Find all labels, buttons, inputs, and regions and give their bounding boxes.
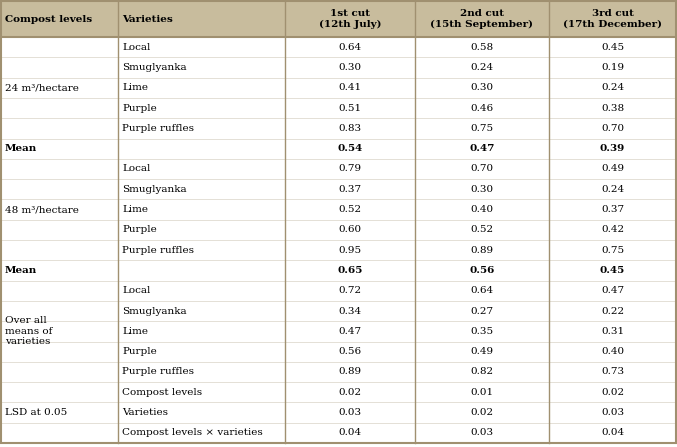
Text: 0.38: 0.38 <box>601 104 624 113</box>
Text: Smuglyanka: Smuglyanka <box>122 307 187 316</box>
Text: Varieties: Varieties <box>122 14 173 24</box>
Text: 0.60: 0.60 <box>338 225 362 234</box>
Text: 0.82: 0.82 <box>471 367 494 376</box>
Text: Purple ruffles: Purple ruffles <box>122 367 194 376</box>
Text: 0.42: 0.42 <box>601 225 624 234</box>
Text: 0.02: 0.02 <box>338 388 362 397</box>
Text: 0.47: 0.47 <box>469 144 495 153</box>
Text: Lime: Lime <box>122 205 148 214</box>
Text: Over all
means of
varieties: Over all means of varieties <box>5 316 52 346</box>
Text: 0.39: 0.39 <box>600 144 625 153</box>
Text: 48 m³/hectare: 48 m³/hectare <box>5 205 79 214</box>
Text: 0.70: 0.70 <box>471 164 494 173</box>
Text: 0.30: 0.30 <box>471 185 494 194</box>
Text: 0.54: 0.54 <box>337 144 363 153</box>
Text: 0.34: 0.34 <box>338 307 362 316</box>
Text: Lime: Lime <box>122 327 148 336</box>
Text: 24 m³/hectare: 24 m³/hectare <box>5 83 79 92</box>
Text: Smuglyanka: Smuglyanka <box>122 63 187 72</box>
Text: 0.27: 0.27 <box>471 307 494 316</box>
Text: 0.40: 0.40 <box>471 205 494 214</box>
Text: 0.04: 0.04 <box>601 428 624 437</box>
Text: Compost levels: Compost levels <box>122 388 202 397</box>
Bar <box>1 1 676 37</box>
Text: 0.02: 0.02 <box>601 388 624 397</box>
Text: 0.49: 0.49 <box>471 347 494 356</box>
Text: 0.24: 0.24 <box>471 63 494 72</box>
Text: 0.01: 0.01 <box>471 388 494 397</box>
Text: 0.47: 0.47 <box>338 327 362 336</box>
Text: 0.22: 0.22 <box>601 307 624 316</box>
Text: 0.45: 0.45 <box>600 266 625 275</box>
Text: 0.64: 0.64 <box>338 42 362 52</box>
Text: 0.56: 0.56 <box>469 266 495 275</box>
Text: 0.30: 0.30 <box>338 63 362 72</box>
Text: 0.83: 0.83 <box>338 124 362 133</box>
Text: 0.35: 0.35 <box>471 327 494 336</box>
Text: Lime: Lime <box>122 83 148 92</box>
Text: 3rd cut
(17th December): 3rd cut (17th December) <box>563 9 662 29</box>
Text: 0.65: 0.65 <box>337 266 363 275</box>
Text: Compost levels: Compost levels <box>5 14 92 24</box>
Text: 0.02: 0.02 <box>471 408 494 417</box>
Text: Mean: Mean <box>5 266 37 275</box>
Text: 0.45: 0.45 <box>601 42 624 52</box>
Text: 0.79: 0.79 <box>338 164 362 173</box>
Text: 0.40: 0.40 <box>601 347 624 356</box>
Text: 0.03: 0.03 <box>471 428 494 437</box>
Text: 1st cut
(12th July): 1st cut (12th July) <box>319 9 381 29</box>
Text: 0.89: 0.89 <box>338 367 362 376</box>
Text: 0.95: 0.95 <box>338 246 362 255</box>
Text: Local: Local <box>122 42 150 52</box>
Text: 0.70: 0.70 <box>601 124 624 133</box>
Text: 0.03: 0.03 <box>338 408 362 417</box>
Text: 0.52: 0.52 <box>471 225 494 234</box>
Text: Local: Local <box>122 286 150 295</box>
Text: 0.04: 0.04 <box>338 428 362 437</box>
Text: Compost levels × varieties: Compost levels × varieties <box>122 428 263 437</box>
Text: 0.75: 0.75 <box>601 246 624 255</box>
Text: 0.73: 0.73 <box>601 367 624 376</box>
Text: 0.52: 0.52 <box>338 205 362 214</box>
Text: 2nd cut
(15th September): 2nd cut (15th September) <box>431 9 533 29</box>
Text: 0.49: 0.49 <box>601 164 624 173</box>
Text: Varieties: Varieties <box>122 408 168 417</box>
Text: 0.89: 0.89 <box>471 246 494 255</box>
Text: 0.58: 0.58 <box>471 42 494 52</box>
Text: Local: Local <box>122 164 150 173</box>
Text: 0.64: 0.64 <box>471 286 494 295</box>
Text: 0.24: 0.24 <box>601 185 624 194</box>
Text: 0.37: 0.37 <box>338 185 362 194</box>
Text: Purple ruffles: Purple ruffles <box>122 124 194 133</box>
Text: 0.56: 0.56 <box>338 347 362 356</box>
Text: 0.03: 0.03 <box>601 408 624 417</box>
Text: 0.37: 0.37 <box>601 205 624 214</box>
Text: 0.24: 0.24 <box>601 83 624 92</box>
Text: Purple: Purple <box>122 225 157 234</box>
Text: 0.30: 0.30 <box>471 83 494 92</box>
Text: Smuglyanka: Smuglyanka <box>122 185 187 194</box>
Text: 0.31: 0.31 <box>601 327 624 336</box>
Text: 0.19: 0.19 <box>601 63 624 72</box>
Text: Purple: Purple <box>122 104 157 113</box>
Text: 0.72: 0.72 <box>338 286 362 295</box>
Text: Mean: Mean <box>5 144 37 153</box>
Text: 0.41: 0.41 <box>338 83 362 92</box>
Text: 0.47: 0.47 <box>601 286 624 295</box>
Text: 0.51: 0.51 <box>338 104 362 113</box>
Text: Purple: Purple <box>122 347 157 356</box>
Text: LSD at 0.05: LSD at 0.05 <box>5 408 67 417</box>
Text: Purple ruffles: Purple ruffles <box>122 246 194 255</box>
Text: 0.75: 0.75 <box>471 124 494 133</box>
Text: 0.46: 0.46 <box>471 104 494 113</box>
